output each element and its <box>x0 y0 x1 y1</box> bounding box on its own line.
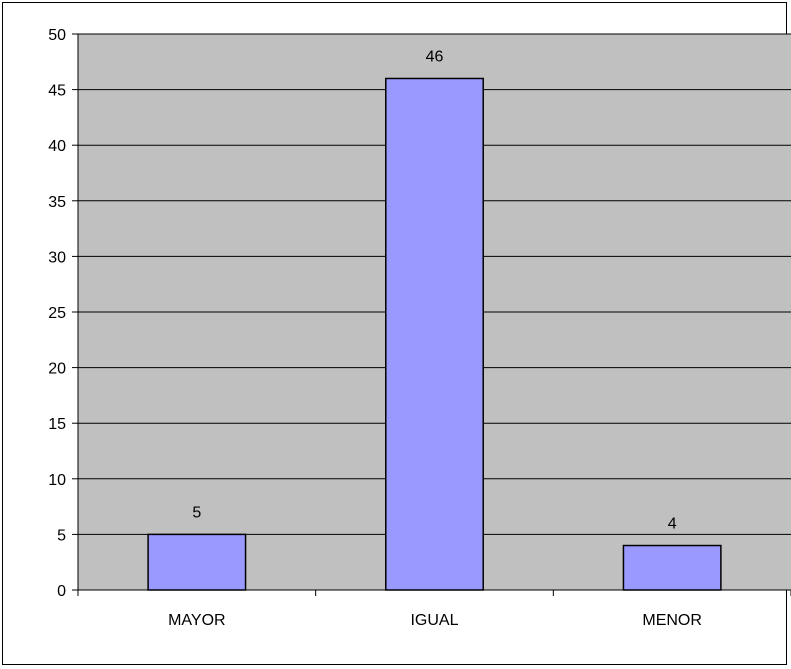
y-tick-label: 30 <box>48 249 66 266</box>
y-tick-label: 40 <box>48 138 66 155</box>
y-tick-label: 35 <box>48 194 66 211</box>
data-labels: 5 46 4 <box>192 48 676 532</box>
y-tick-label: 20 <box>48 361 66 378</box>
bar-igual <box>385 77 484 591</box>
x-tick-label: IGUAL <box>410 612 458 629</box>
bars <box>147 77 722 591</box>
data-label: 5 <box>192 504 201 521</box>
bar-mayor <box>147 533 247 591</box>
y-tick-label: 50 <box>48 27 66 44</box>
bar-menor <box>622 544 722 591</box>
y-tick-label: 10 <box>48 472 66 489</box>
x-tick-label: MENOR <box>642 612 702 629</box>
data-label: 4 <box>668 516 677 533</box>
y-tick-label: 45 <box>48 83 66 100</box>
data-label: 46 <box>426 48 444 65</box>
x-tick-label: MAYOR <box>168 612 225 629</box>
y-tick-labels: 0 5 10 15 20 25 30 35 40 45 50 <box>48 27 66 600</box>
y-tick-label: 5 <box>57 527 66 544</box>
axes <box>72 33 791 596</box>
y-tick-label: 25 <box>48 305 66 322</box>
y-tick-label: 0 <box>57 583 66 600</box>
x-tick-labels: MAYOR IGUAL MENOR <box>168 612 702 629</box>
y-tick-label: 15 <box>48 416 66 433</box>
